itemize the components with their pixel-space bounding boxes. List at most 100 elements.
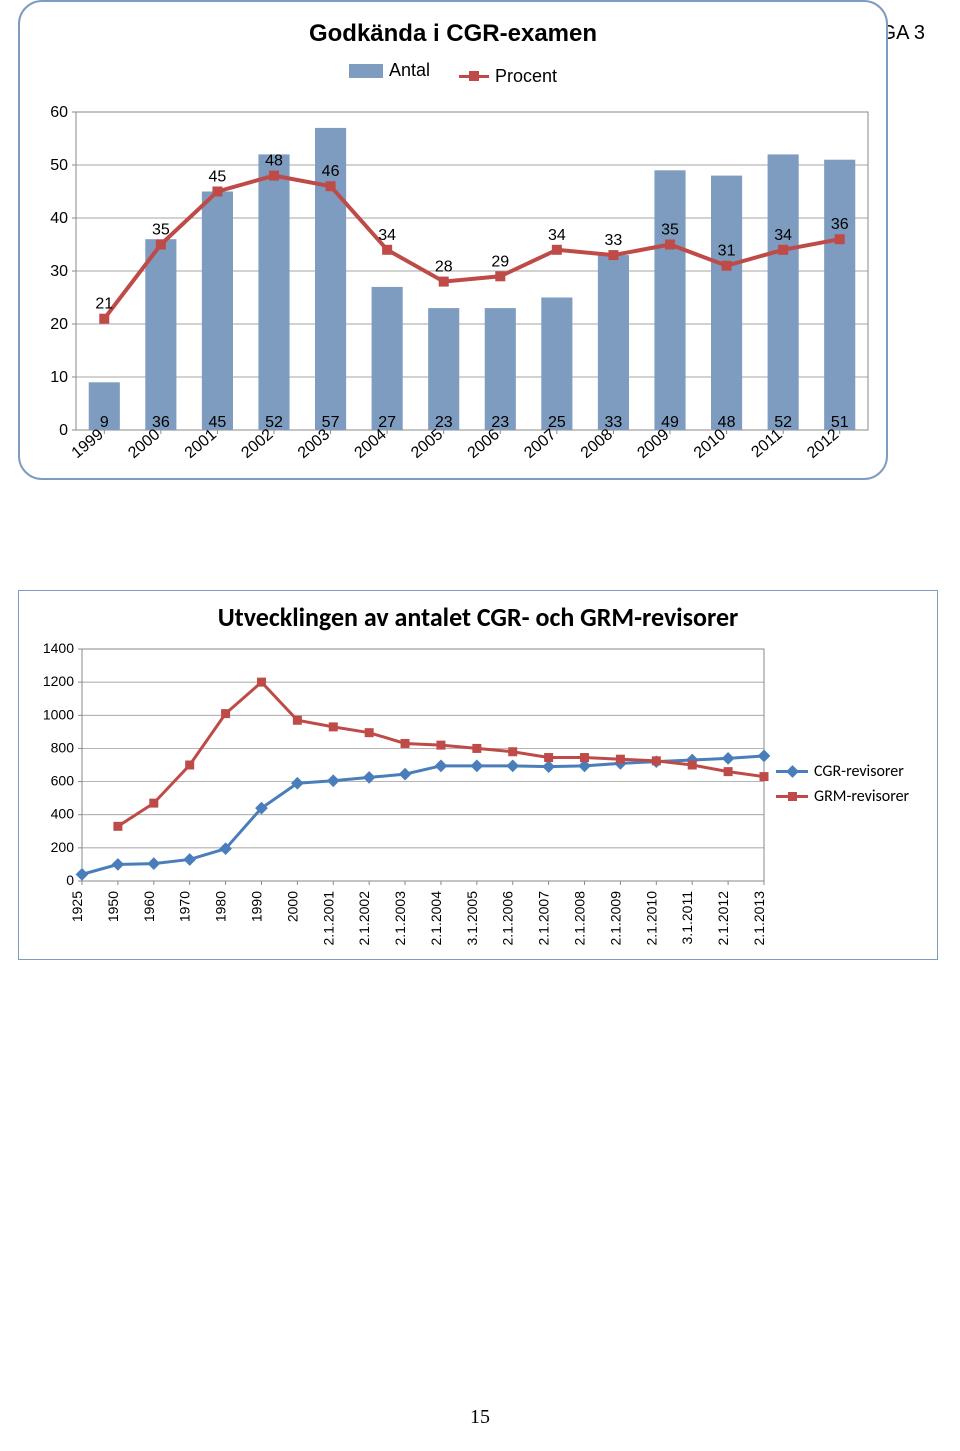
line-value-label: 31 (718, 243, 736, 260)
x-tick-label: 2.1.2001 (320, 891, 336, 946)
y-tick-label: 30 (50, 263, 68, 280)
x-tick-label: 2000 (125, 426, 163, 462)
x-tick-label: 1960 (141, 891, 157, 922)
square-marker-icon (688, 761, 697, 770)
bar-value-label: 33 (605, 414, 623, 431)
line-marker-icon (608, 250, 618, 260)
bar (768, 154, 799, 430)
line-marker-icon (722, 261, 732, 271)
legend-item: CGR-revisorer (776, 762, 909, 781)
square-marker-icon (472, 744, 481, 753)
x-tick-label: 1980 (213, 891, 229, 922)
y-tick-label: 10 (50, 369, 68, 386)
line-value-label: 28 (435, 259, 453, 276)
square-marker-icon (185, 761, 194, 770)
bar (258, 154, 289, 430)
x-tick-label: 2.1.2013 (751, 891, 767, 946)
y-tick-label: 20 (50, 316, 68, 333)
x-tick-label: 2.1.2003 (392, 891, 408, 946)
bar (711, 176, 742, 430)
legend-bar-label: Antal (389, 60, 430, 81)
square-marker-icon (293, 716, 302, 725)
x-tick-label: 2003 (295, 426, 333, 462)
line-marker-icon (835, 234, 845, 244)
chart1-frame: Godkända i CGR-examen Antal Procent 0102… (18, 0, 888, 480)
bar (372, 287, 403, 430)
square-marker-icon (365, 728, 374, 737)
x-tick-label: 2.1.2009 (607, 891, 623, 946)
square-marker-icon (113, 822, 122, 831)
x-tick-label: 1950 (105, 891, 121, 922)
square-marker-icon (760, 772, 769, 781)
chart2-legend: CGR-revisorer GRM-revisorer (776, 756, 909, 812)
bar-value-label: 57 (322, 414, 340, 431)
x-tick-label: 2001 (182, 426, 220, 462)
x-tick-label: 3.1.2005 (464, 891, 480, 946)
bar (145, 239, 176, 430)
square-marker-icon (329, 722, 338, 731)
line-marker-icon (495, 271, 505, 281)
line-value-label: 35 (661, 222, 679, 239)
line-marker-icon (269, 171, 279, 181)
legend-item-line: Procent (459, 66, 557, 87)
bar (541, 298, 572, 431)
bar-value-label: 48 (718, 414, 736, 431)
line-swatch-icon (459, 75, 489, 78)
bar (824, 160, 855, 430)
y-tick-label: 600 (51, 773, 75, 789)
y-tick-label: 50 (50, 157, 68, 174)
square-marker-icon (724, 767, 733, 776)
bar-value-label: 23 (491, 414, 509, 431)
chart1-legend: Antal Procent (20, 60, 886, 87)
line-value-label: 29 (491, 253, 509, 270)
x-tick-label: 2.1.2002 (356, 891, 372, 946)
y-tick-label: 1400 (43, 641, 74, 656)
bar-value-label: 52 (265, 414, 283, 431)
line-value-label: 48 (265, 153, 283, 170)
y-tick-label: 200 (51, 839, 75, 855)
x-tick-label: 2012 (804, 426, 842, 462)
line-value-label: 34 (378, 227, 396, 244)
line-marker-icon (326, 181, 336, 191)
x-tick-label: 1970 (177, 891, 193, 922)
chart2-frame: Utvecklingen av antalet CGR- och GRM-rev… (18, 590, 938, 960)
x-tick-label: 1990 (248, 891, 264, 922)
square-marker-icon (221, 709, 230, 718)
x-tick-label: 2.1.2008 (572, 891, 588, 946)
square-marker-icon (616, 755, 625, 764)
square-marker-icon (401, 739, 410, 748)
y-tick-label: 0 (59, 422, 68, 439)
line-marker-icon (778, 245, 788, 255)
bar-value-label: 45 (209, 414, 227, 431)
x-tick-label: 2011 (748, 426, 785, 461)
bar-value-label: 51 (831, 414, 849, 431)
x-tick-label: 2010 (691, 426, 729, 462)
line-value-label: 35 (152, 222, 170, 239)
x-tick-label: 2005 (408, 426, 446, 462)
x-tick-label: 2008 (578, 426, 616, 462)
square-marker-icon (257, 678, 266, 687)
line-marker-icon (552, 245, 562, 255)
bar-value-label: 23 (435, 414, 453, 431)
chart1-plot: 0102030405060936455257272323253349485251… (28, 102, 878, 466)
x-tick-label: 2007 (521, 426, 559, 462)
bar (428, 308, 459, 430)
line-value-label: 45 (209, 169, 227, 186)
line-marker-icon (156, 240, 166, 250)
x-tick-label: 2.1.2010 (643, 891, 659, 946)
x-tick-label: 1925 (69, 891, 85, 922)
bar (598, 255, 629, 430)
y-tick-label: 40 (50, 210, 68, 227)
x-tick-label: 2.1.2006 (500, 891, 516, 946)
square-marker-icon (580, 753, 589, 762)
line-value-label: 36 (831, 216, 849, 233)
line-marker-icon (212, 187, 222, 197)
line-marker-icon (665, 240, 675, 250)
x-tick-label: 2.1.2012 (715, 891, 731, 946)
legend-series-label: GRM-revisorer (814, 787, 909, 806)
bar-value-label: 25 (548, 414, 566, 431)
legend-line-label: Procent (495, 66, 557, 87)
line-value-label: 34 (774, 227, 792, 244)
x-tick-label: 2004 (352, 426, 390, 462)
x-tick-label: 2000 (284, 891, 300, 922)
